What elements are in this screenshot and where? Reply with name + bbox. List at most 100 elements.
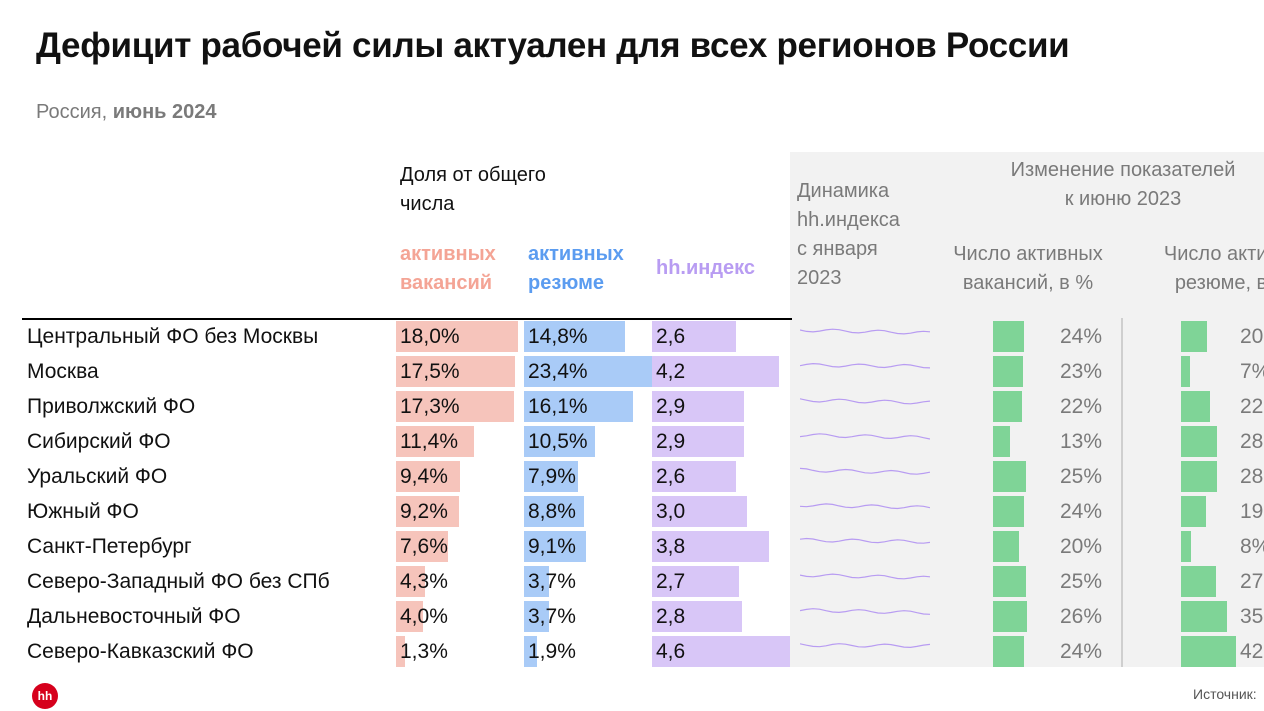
vacancies-value: 17,3% bbox=[400, 395, 460, 418]
sparkline-path bbox=[800, 467, 930, 475]
dynamics-header-line2: hh.индекса bbox=[797, 209, 900, 231]
change-vacancies-value: 24% bbox=[1059, 640, 1102, 663]
change-resumes-bar bbox=[1181, 636, 1236, 667]
share-header: Доля от общего числа bbox=[400, 161, 546, 219]
table-row: Уральский ФО 9,4% 7,9% 2,6 25% 28 bbox=[0, 459, 1264, 494]
region-name: Москва bbox=[27, 360, 99, 383]
change-vacancies-bar bbox=[993, 531, 1019, 562]
resumes-header-line2: резюме bbox=[528, 272, 605, 294]
dynamics-header-line1: Динамика bbox=[797, 180, 890, 202]
region-name: Приволжский ФО bbox=[27, 395, 196, 418]
hh-index-value: 2,7 bbox=[656, 570, 686, 593]
change-vacancies-header-line2: вакансий, в % bbox=[962, 272, 1094, 294]
vacancies-value: 9,2% bbox=[400, 500, 448, 523]
change-vacancies-value: 25% bbox=[1059, 465, 1102, 488]
resumes-value: 16,1% bbox=[528, 395, 588, 418]
hh-index-value: 4,2 bbox=[656, 360, 686, 383]
change-vacancies-header-line1: Число активных bbox=[953, 243, 1103, 265]
sparkline-path bbox=[800, 362, 930, 369]
resumes-value: 9,1% bbox=[528, 535, 576, 558]
change-resumes-bar bbox=[1181, 461, 1218, 492]
sparkline-path bbox=[800, 328, 930, 335]
change-column-divider bbox=[1121, 318, 1123, 667]
vacancies-value: 9,4% bbox=[400, 465, 448, 488]
vacancies-bar bbox=[396, 531, 448, 562]
hh-index-sparkline bbox=[800, 643, 930, 649]
table-row: Санкт-Петербург 7,6% 9,1% 3,8 20% 8% bbox=[0, 529, 1264, 564]
change-resumes-bar bbox=[1181, 566, 1217, 597]
change-resumes-value: 27 bbox=[1240, 570, 1264, 593]
change-resumes-value: 28 bbox=[1240, 465, 1264, 488]
hh-index-sparkline bbox=[800, 362, 930, 369]
hh-index-value: 2,9 bbox=[656, 430, 686, 453]
hh-index-sparkline bbox=[800, 537, 930, 544]
change-resumes-header-line2: резюме, в bbox=[1174, 272, 1264, 294]
change-resumes-value: 7% bbox=[1240, 360, 1264, 383]
hh-index-value: 2,6 bbox=[656, 465, 686, 488]
dynamics-header: Динамика hh.индекса с января 2023 bbox=[797, 177, 900, 293]
sparkline-path bbox=[800, 608, 930, 615]
hh-index-bar bbox=[652, 391, 745, 422]
vacancies-header-line2: вакансий bbox=[400, 272, 493, 294]
vacancies-bar bbox=[396, 496, 459, 527]
table-row: Сибирский ФО 11,4% 10,5% 2,9 13% 28 bbox=[0, 424, 1264, 459]
vacancies-value: 4,3% bbox=[400, 570, 448, 593]
sparkline-path bbox=[800, 643, 930, 649]
hh-index-bar bbox=[652, 636, 791, 667]
change-resumes-value: 28 bbox=[1240, 430, 1264, 453]
change-resumes-header-line1: Число актив bbox=[1163, 243, 1264, 265]
hh-index-bar bbox=[652, 321, 737, 352]
region-name: Уральский ФО bbox=[27, 465, 168, 488]
change-header: Изменение показателей к июню 2023 bbox=[982, 156, 1264, 214]
vacancies-header-line1: активных bbox=[400, 243, 496, 265]
change-vacancies-bar bbox=[993, 321, 1025, 352]
vacancies-bar bbox=[396, 636, 405, 667]
change-vacancies-value: 22% bbox=[1059, 395, 1102, 418]
change-resumes-value: 19 bbox=[1240, 500, 1264, 523]
resumes-value: 10,5% bbox=[528, 430, 588, 453]
change-vacancies-bar bbox=[993, 496, 1025, 527]
resumes-header: активных резюме bbox=[528, 240, 624, 298]
change-vacancies-bar bbox=[993, 461, 1026, 492]
hh-index-bar bbox=[652, 356, 780, 387]
resumes-value: 3,7% bbox=[528, 570, 576, 593]
change-vacancies-header: Число активных вакансий, в % bbox=[935, 240, 1121, 298]
resumes-bar bbox=[524, 461, 578, 492]
table-row: Москва 17,5% 23,4% 4,2 23% 7% bbox=[0, 354, 1264, 389]
hh-index-sparkline bbox=[800, 503, 930, 510]
resumes-bar bbox=[524, 566, 550, 597]
hh-index-value: 2,9 bbox=[656, 395, 686, 418]
region-name: Центральный ФО без Москвы bbox=[27, 325, 319, 348]
change-vacancies-bar bbox=[993, 391, 1022, 422]
vacancies-bar bbox=[396, 321, 519, 352]
vacancies-bar bbox=[396, 356, 515, 387]
vacancies-bar bbox=[396, 426, 474, 457]
change-resumes-bar bbox=[1181, 391, 1210, 422]
resumes-value: 1,9% bbox=[528, 640, 576, 663]
hh-index-header: hh.индекс bbox=[656, 257, 756, 279]
hh-index-value: 2,6 bbox=[656, 325, 686, 348]
hh-index-bar bbox=[652, 601, 742, 632]
subtitle-prefix: Россия, bbox=[36, 101, 113, 123]
vacancies-bar bbox=[396, 391, 514, 422]
change-resumes-value: 20 bbox=[1240, 325, 1264, 348]
hh-index-sparkline bbox=[800, 467, 930, 475]
table-row: Центральный ФО без Москвы 18,0% 14,8% 2,6 24… bbox=[0, 319, 1264, 354]
change-vacancies-bar bbox=[993, 636, 1025, 667]
page-title: Дефицит рабочей силы актуален для всех р… bbox=[36, 26, 1070, 65]
resumes-bar bbox=[524, 426, 596, 457]
hh-index-sparkline bbox=[800, 398, 930, 405]
vacancies-bar bbox=[396, 461, 460, 492]
hh-index-sparkline bbox=[800, 573, 930, 580]
resumes-value: 23,4% bbox=[528, 360, 588, 383]
resumes-bar bbox=[524, 531, 586, 562]
hh-index-sparkline bbox=[800, 433, 930, 440]
hh-index-value: 3,0 bbox=[656, 500, 686, 523]
change-resumes-value: 8% bbox=[1240, 535, 1264, 558]
table-row: Северо-Кавказский ФО 1,3% 1,9% 4,6 24% 42 bbox=[0, 634, 1264, 669]
change-resumes-bar bbox=[1181, 496, 1206, 527]
change-resumes-value: 42 bbox=[1240, 640, 1264, 663]
table-top-rule bbox=[22, 318, 792, 320]
change-vacancies-value: 24% bbox=[1059, 325, 1102, 348]
table-row: Северо-Западный ФО без СПб 4,3% 3,7% 2,7 25%… bbox=[0, 564, 1264, 599]
